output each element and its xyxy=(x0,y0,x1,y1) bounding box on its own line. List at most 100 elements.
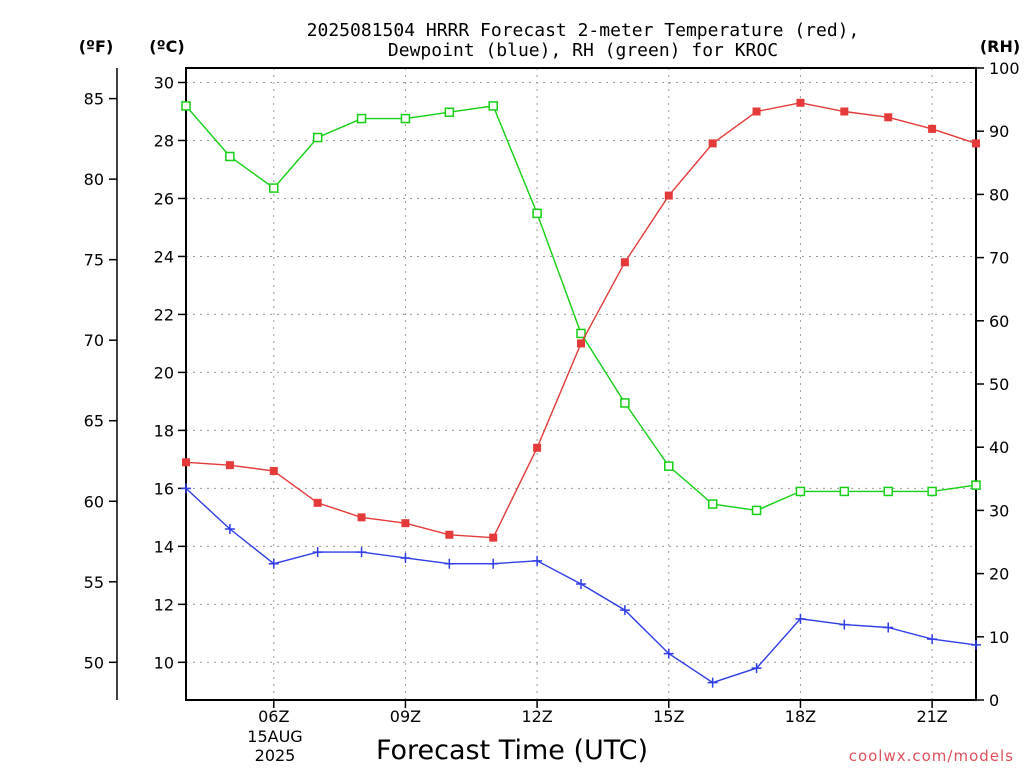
point-temperature-9z xyxy=(401,519,410,528)
series-temperature xyxy=(182,98,980,542)
point-dewpoint-8z xyxy=(356,547,367,558)
fahrenheit-tick-label: 70 xyxy=(84,331,104,350)
point-temperature-17z xyxy=(752,107,761,116)
point-rh-19z xyxy=(839,486,850,497)
point-rh-18z xyxy=(795,486,806,497)
axes: 10 12 14 16 18 20 22 24 26 28 30 50 55 60 65 70 75 80 85 0 1… xyxy=(84,59,1020,726)
rh-tick-label: 0 xyxy=(989,691,999,710)
point-rh-21z xyxy=(927,486,937,497)
point-dewpoint-13z xyxy=(576,579,586,590)
point-dewpoint-20z xyxy=(883,622,894,633)
point-rh-22z xyxy=(971,480,981,490)
point-temperature-11z xyxy=(489,533,498,542)
point-rh-6z xyxy=(269,183,279,193)
fahrenheit-tick-label: 75 xyxy=(84,251,104,270)
point-temperature-7z xyxy=(313,498,322,507)
point-dewpoint-16z xyxy=(707,677,718,688)
point-rh-14z xyxy=(620,398,630,408)
point-dewpoint-18z xyxy=(795,613,806,624)
point-dewpoint-21z xyxy=(927,634,938,645)
point-dewpoint-19z xyxy=(839,619,850,630)
point-dewpoint-15z xyxy=(663,648,674,659)
point-dewpoint-5z xyxy=(224,523,235,534)
chart-title-line-2: Dewpoint (blue), RH (green) for KROC xyxy=(388,40,778,61)
unit-label-fahrenheit: (ºF) xyxy=(79,37,114,56)
rh-tick-label: 30 xyxy=(989,501,1009,520)
series-line-temperature xyxy=(185,102,977,539)
celsius-tick-label: 18 xyxy=(154,421,174,440)
x-tick-label: 21Z xyxy=(916,707,947,726)
point-temperature-22z xyxy=(972,139,980,148)
celsius-tick-label: 26 xyxy=(154,189,174,208)
point-rh-10z xyxy=(444,107,455,117)
series-dewpoint xyxy=(181,483,981,688)
celsius-tick-label: 14 xyxy=(154,537,174,556)
rh-tick-label: 90 xyxy=(989,122,1009,141)
celsius-tick-label: 12 xyxy=(154,595,174,614)
point-temperature-4z xyxy=(182,458,190,467)
point-temperature-8z xyxy=(357,513,366,522)
point-temperature-15z xyxy=(664,191,673,200)
date-label-day: 15AUG xyxy=(247,727,302,746)
x-tick-label: 06Z xyxy=(258,707,289,726)
unit-label-celsius: (ºC) xyxy=(149,37,184,56)
plot-frame xyxy=(185,67,977,701)
rh-tick-label: 80 xyxy=(989,185,1009,204)
chart-title: 2025081504 HRRR Forecast 2-meter Tempera… xyxy=(307,20,860,61)
rh-tick-label: 20 xyxy=(989,565,1009,584)
point-dewpoint-12z xyxy=(532,555,543,566)
point-rh-16z xyxy=(707,499,718,509)
point-rh-13z xyxy=(576,328,586,339)
x-axis-label: Forecast Time (UTC) xyxy=(376,735,648,766)
point-dewpoint-6z xyxy=(268,558,279,569)
data-series xyxy=(181,98,981,688)
point-dewpoint-10z xyxy=(444,558,455,569)
fahrenheit-tick-label: 65 xyxy=(84,412,104,431)
fahrenheit-tick-label: 85 xyxy=(84,90,104,109)
series-line-rh xyxy=(185,105,977,512)
point-rh-17z xyxy=(751,505,762,516)
fahrenheit-tick-label: 80 xyxy=(84,170,104,189)
celsius-tick-label: 22 xyxy=(154,305,174,324)
rh-tick-label: 50 xyxy=(989,375,1009,394)
x-tick-label: 12Z xyxy=(521,707,552,726)
point-temperature-21z xyxy=(928,124,937,133)
point-dewpoint-11z xyxy=(488,558,499,569)
celsius-tick-label: 28 xyxy=(154,131,174,150)
point-temperature-19z xyxy=(840,107,849,116)
celsius-tick-label: 24 xyxy=(154,247,174,266)
celsius-tick-label: 20 xyxy=(154,363,174,382)
point-temperature-20z xyxy=(884,113,893,122)
rh-tick-label: 10 xyxy=(989,628,1009,647)
celsius-tick-label: 16 xyxy=(154,479,174,498)
point-dewpoint-7z xyxy=(312,547,323,558)
point-dewpoint-17z xyxy=(751,663,762,674)
rh-tick-label: 60 xyxy=(989,312,1009,331)
point-temperature-13z xyxy=(577,339,585,348)
celsius-tick-label: 10 xyxy=(154,653,174,672)
point-dewpoint-9z xyxy=(400,552,411,563)
point-rh-4z xyxy=(181,101,191,111)
date-label-year: 2025 xyxy=(255,746,296,765)
point-temperature-14z xyxy=(620,258,629,267)
point-temperature-16z xyxy=(708,139,717,148)
point-rh-15z xyxy=(664,461,674,471)
point-temperature-10z xyxy=(445,530,454,539)
fahrenheit-tick-label: 60 xyxy=(84,492,104,511)
watermark: coolwx.com/models xyxy=(849,747,1014,765)
point-dewpoint-22z xyxy=(971,639,981,650)
point-temperature-18z xyxy=(796,98,805,107)
point-rh-7z xyxy=(312,132,323,143)
point-temperature-6z xyxy=(269,466,278,475)
series-rh xyxy=(181,101,981,516)
chart-title-line-1: 2025081504 HRRR Forecast 2-meter Tempera… xyxy=(307,20,860,41)
grid-lines xyxy=(186,68,976,700)
point-rh-12z xyxy=(532,208,542,219)
rh-tick-label: 100 xyxy=(989,59,1020,78)
celsius-tick-label: 30 xyxy=(154,73,174,92)
fahrenheit-tick-label: 50 xyxy=(84,653,104,672)
rh-tick-label: 70 xyxy=(989,249,1009,268)
fahrenheit-tick-label: 55 xyxy=(84,573,104,592)
point-rh-20z xyxy=(883,486,893,497)
